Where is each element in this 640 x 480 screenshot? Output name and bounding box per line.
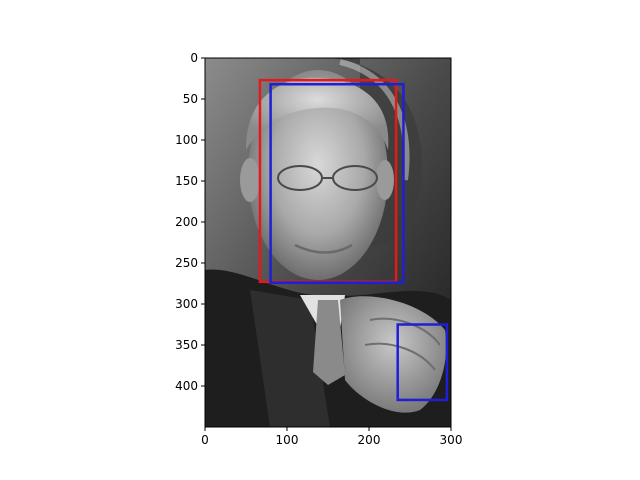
x-tick-label: 0 <box>201 433 209 447</box>
y-axis-ticks: 0 50 100 150 200 250 300 350 400 <box>175 51 205 393</box>
x-tick-label: 200 <box>358 433 381 447</box>
y-tick-label: 250 <box>175 256 198 270</box>
y-tick-label: 400 <box>175 379 198 393</box>
y-tick-label: 100 <box>175 133 198 147</box>
y-tick-label: 0 <box>190 51 198 65</box>
x-axis-ticks: 0 100 200 300 <box>201 427 462 447</box>
y-tick-label: 300 <box>175 297 198 311</box>
bounding-box <box>396 323 449 402</box>
y-tick-label: 350 <box>175 338 198 352</box>
y-tick-label: 150 <box>175 174 198 188</box>
y-tick-label: 50 <box>183 92 198 106</box>
grayscale-photo <box>205 58 451 427</box>
y-tick-label: 200 <box>175 215 198 229</box>
x-tick-label: 100 <box>276 433 299 447</box>
x-tick-label: 300 <box>440 433 463 447</box>
bounding-box <box>269 82 405 284</box>
bounding-boxes <box>258 78 449 402</box>
plot-frame <box>204 57 452 428</box>
